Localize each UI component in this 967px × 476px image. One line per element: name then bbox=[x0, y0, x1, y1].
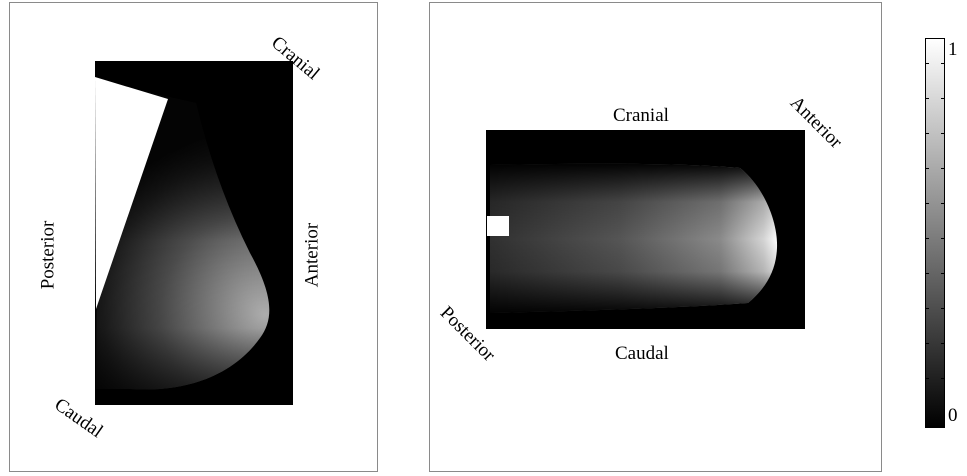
colorbar-gradient bbox=[925, 38, 945, 428]
label-posterior: Posterior bbox=[37, 220, 59, 290]
sagittal-map-image bbox=[95, 61, 293, 405]
axial-map-panel: Cranial Caudal Posterior Anterior bbox=[429, 2, 882, 472]
label-caudal: Caudal bbox=[615, 343, 669, 364]
colorbar bbox=[925, 38, 945, 428]
label-cranial: Cranial bbox=[613, 105, 669, 126]
colorbar-min-label: 0 bbox=[948, 405, 958, 426]
chest-wall-marker bbox=[487, 216, 509, 236]
chest-wall-region bbox=[95, 77, 168, 309]
colorbar-max-label: 1 bbox=[948, 39, 958, 60]
axial-map-image bbox=[486, 130, 805, 329]
sagittal-map-panel: Cranial Caudal Posterior Anterior bbox=[9, 2, 378, 472]
label-anterior: Anterior bbox=[301, 222, 323, 288]
